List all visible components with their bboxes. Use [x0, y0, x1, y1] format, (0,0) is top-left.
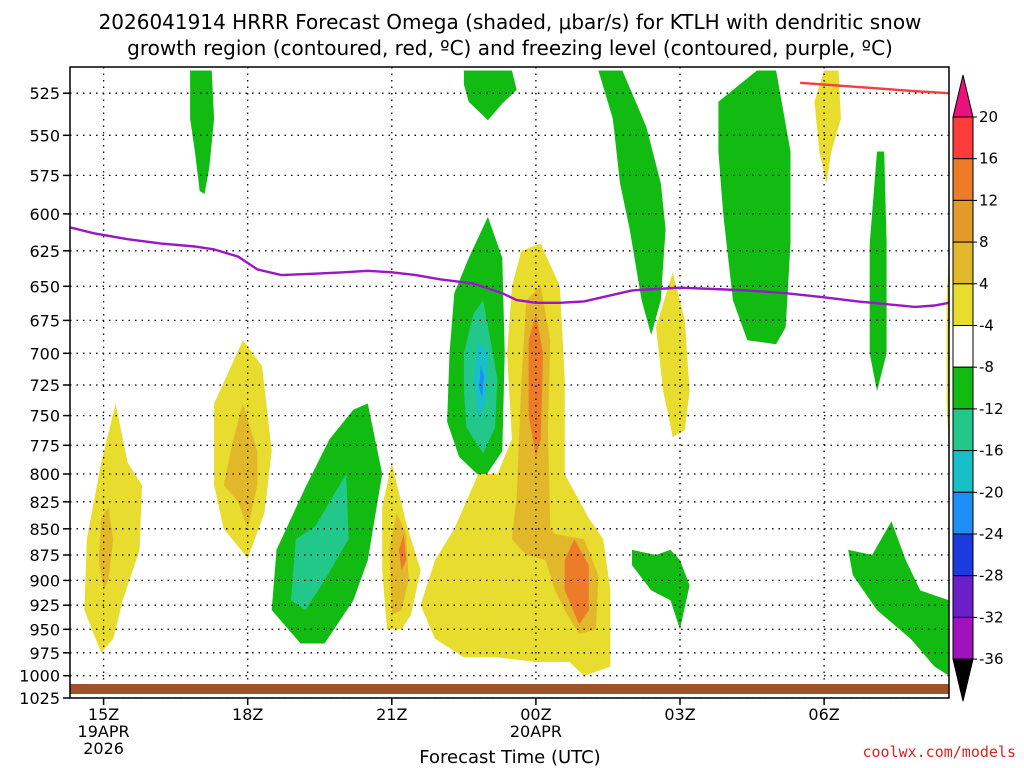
y-tick-label-725: 725	[29, 376, 60, 395]
plot-frame	[69, 66, 950, 699]
chart-title-line2: growth region (contoured, red, ºC) and f…	[127, 36, 893, 60]
omega-region-2	[463, 70, 517, 121]
y-axis: 525 550 575 600 625 650 675 700 725 750 775 800 825 8…	[19, 84, 70, 708]
x-tick-label-06Z-1: 06Z	[808, 705, 839, 724]
x-tick-label-03Z-1: 03Z	[664, 705, 695, 724]
y-tick-label-750: 750	[29, 407, 60, 426]
x-tick-label-15Z-3: 2026	[83, 739, 124, 758]
x-tick-label-00Z-1: 00Z	[520, 705, 551, 724]
y-tick-label-675: 675	[29, 311, 60, 330]
dotted-grid	[70, 67, 949, 698]
omega-region-21	[98, 507, 114, 591]
colorbar-label-4: 8	[979, 233, 989, 251]
colorbar-box-4	[952, 241, 974, 285]
y-tick-label-550: 550	[29, 126, 60, 145]
y-tick-label-925: 925	[29, 596, 60, 615]
colorbar-box-11	[952, 533, 974, 577]
omega-region-3	[598, 70, 666, 335]
colorbar-box-3	[952, 199, 974, 243]
x-axis-title: Forecast Time (UTC)	[419, 747, 600, 768]
ground-surface	[70, 684, 949, 694]
y-tick-label-900: 900	[29, 571, 60, 590]
colorbar-box-8	[952, 408, 974, 452]
omega-region-18	[656, 272, 690, 438]
freezing-level-line	[70, 226, 949, 309]
colorbar-label-9: -16	[979, 442, 1004, 460]
contour-lines	[70, 81, 949, 309]
x-tick-label-21Z-1: 21Z	[376, 705, 407, 724]
y-tick-label-625: 625	[29, 242, 60, 261]
y-tick-label-975: 975	[29, 644, 60, 663]
colorbar-label-8: -12	[979, 400, 1004, 418]
colorbar-box-13	[952, 616, 974, 660]
y-tick-label-825: 825	[29, 493, 60, 512]
y-tick-label-950: 950	[29, 620, 60, 639]
omega-shading	[84, 70, 949, 676]
colorbar-box-7	[952, 366, 974, 410]
colorbar-label-13: -32	[979, 608, 1004, 626]
omega-region-27	[399, 534, 407, 571]
x-tick-label-15Z-1: 15Z	[88, 705, 119, 724]
y-tick-label-875: 875	[29, 546, 60, 565]
colorbar-label-1: 20	[979, 108, 998, 126]
omega-region-9	[848, 521, 949, 676]
omega-region-19	[814, 70, 841, 184]
x-tick-label-00Z-2: 20APR	[510, 722, 562, 741]
y-tick-label-800: 800	[29, 465, 60, 484]
colorbar-label-3: 12	[979, 191, 998, 209]
y-tick-label-700: 700	[29, 344, 60, 363]
colorbar-label-11: -24	[979, 525, 1004, 543]
omega-region-11	[291, 474, 349, 611]
colorbar-label-14: -36	[979, 650, 1004, 668]
colorbar-box-12	[952, 575, 974, 618]
colorbar-box-2	[952, 158, 974, 201]
omega-region-25	[528, 313, 544, 457]
colorbar-box-9	[952, 450, 974, 493]
omega-region-1	[190, 70, 215, 195]
colorbar-box-10	[952, 491, 974, 535]
colorbar-box-5	[952, 283, 974, 326]
colorbar-label-7: -8	[979, 358, 994, 376]
x-tick-label-15Z-2: 19APR	[78, 722, 130, 741]
y-tick-label-1000: 1000	[19, 667, 60, 686]
y-tick-label-775: 775	[29, 436, 60, 455]
omega-region-26	[564, 539, 589, 625]
chart-title-line1: 2026041914 HRRR Forecast Omega (shaded, …	[99, 10, 922, 34]
y-tick-label-525: 525	[29, 84, 60, 103]
colorbar: 20 16 12 8 4 -4 -8 -12 -16 -20 -24 -28 -32 -36	[952, 74, 1004, 702]
colorbar-top-arrow	[952, 74, 974, 118]
colorbar-label-5: 4	[979, 275, 989, 293]
x-tick-label-18Z-1: 18Z	[232, 705, 263, 724]
colorbar-label-10: -20	[979, 483, 1004, 501]
omega-region-14	[84, 403, 142, 653]
dgz-contour-line	[800, 81, 949, 95]
y-tick-label-600: 600	[29, 205, 60, 224]
y-tick-label-650: 650	[29, 277, 60, 296]
colorbar-bottom-arrow	[952, 658, 974, 702]
colorbar-label-6: -4	[979, 317, 994, 335]
colorbar-label-12: -28	[979, 567, 1004, 585]
omega-region-22	[223, 403, 258, 529]
y-tick-label-850: 850	[29, 520, 60, 539]
y-tick-label-1025: 1025	[19, 689, 60, 708]
omega-region-8	[632, 549, 690, 630]
omega-region-13	[479, 366, 484, 398]
omega-region-4	[718, 70, 791, 345]
y-tick-label-575: 575	[29, 166, 60, 185]
colorbar-box-6	[952, 325, 974, 368]
colorbar-box-1	[952, 116, 974, 160]
colorbar-label-2: 16	[979, 150, 998, 168]
omega-region-5	[869, 151, 887, 392]
credit-text: coolwx.com/models	[862, 743, 1016, 761]
